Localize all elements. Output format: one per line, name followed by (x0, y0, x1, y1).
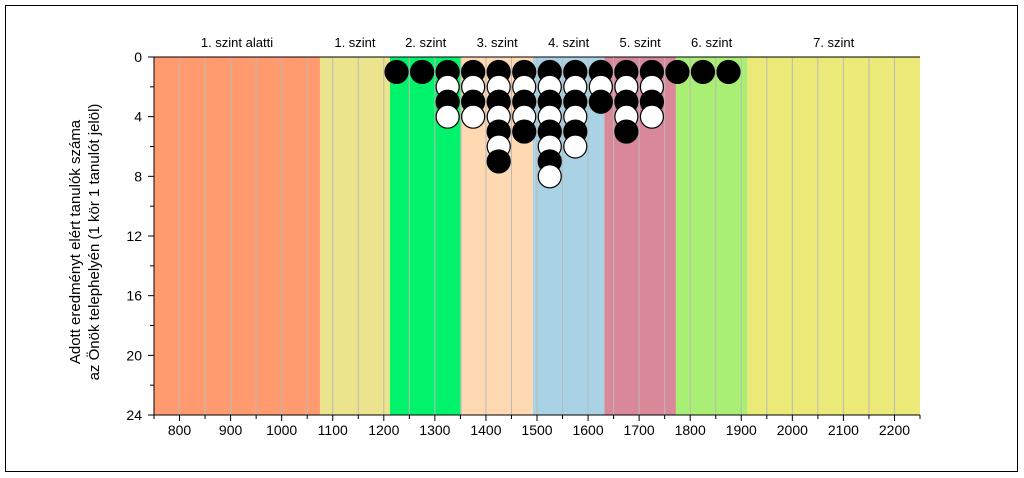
gridlines (179, 57, 895, 415)
y-axis-title-line1: Adott eredményt elért tanulók száma (67, 119, 84, 364)
x-tick-label: 1200 (368, 422, 399, 438)
x-tick-label: 1100 (318, 422, 348, 438)
level-label-1: 1. szint alatti (201, 35, 273, 50)
student-marker-empty (461, 104, 486, 129)
labels: 1. szint alatti 1. szint 2. szint 3. szint 4… (126, 35, 910, 438)
level-label-4: 3. szint (477, 35, 519, 50)
student-marker-filled (665, 59, 690, 85)
y-tick-label: 8 (134, 168, 142, 184)
axes (148, 56, 921, 421)
student-marker-filled (410, 59, 435, 85)
y-tick-label: 16 (126, 288, 142, 304)
student-marker-empty (563, 134, 588, 159)
x-tick-label: 2200 (879, 422, 910, 438)
y-tick-label: 20 (126, 347, 142, 363)
student-marker-filled (614, 119, 639, 144)
level-label-5: 4. szint (548, 35, 590, 50)
x-tick-label: 2100 (828, 422, 859, 438)
x-tick-label: 1900 (726, 422, 757, 438)
x-tick-label: 1600 (572, 422, 603, 438)
student-marker-filled (512, 119, 537, 144)
x-tick-label: 800 (168, 422, 192, 438)
x-tick-label: 1700 (624, 422, 655, 438)
student-marker-filled (486, 149, 511, 174)
y-tick-label: 0 (134, 49, 142, 65)
level-label-7: 6. szint (691, 35, 733, 50)
x-tick-label: 1400 (470, 422, 501, 438)
level-label-8: 7. szint (813, 35, 855, 50)
y-tick-label: 24 (126, 407, 142, 423)
level-label-2: 1. szint (334, 35, 376, 50)
level-band-1 (154, 57, 320, 415)
level-band-2 (319, 57, 390, 415)
y-axis-title-line2: az Önök telephelyén (1 kör 1 tanulót jel… (85, 104, 103, 381)
x-tick-label: 1300 (419, 422, 450, 438)
y-tick-label: 12 (126, 228, 142, 244)
student-marker-empty (639, 104, 665, 129)
student-marker-filled (384, 59, 409, 85)
data-points (384, 59, 741, 189)
level-label-3: 2. szint (405, 35, 447, 50)
student-marker-empty (537, 164, 562, 189)
level-band-6 (604, 57, 676, 415)
x-tick-label: 1500 (521, 422, 552, 438)
x-tick-label: 2000 (777, 422, 808, 438)
student-marker-filled (716, 59, 741, 85)
student-marker-filled (588, 89, 613, 114)
x-tick-label: 1000 (266, 422, 297, 438)
level-label-6: 5. szint (620, 35, 662, 50)
student-marker-filled (690, 59, 716, 85)
student-marker-empty (435, 104, 460, 129)
x-tick-label: 1800 (675, 422, 706, 438)
level-band-8 (747, 57, 920, 415)
y-tick-label: 4 (134, 109, 142, 125)
x-tick-label: 900 (219, 422, 243, 438)
level-band-7 (675, 57, 748, 415)
